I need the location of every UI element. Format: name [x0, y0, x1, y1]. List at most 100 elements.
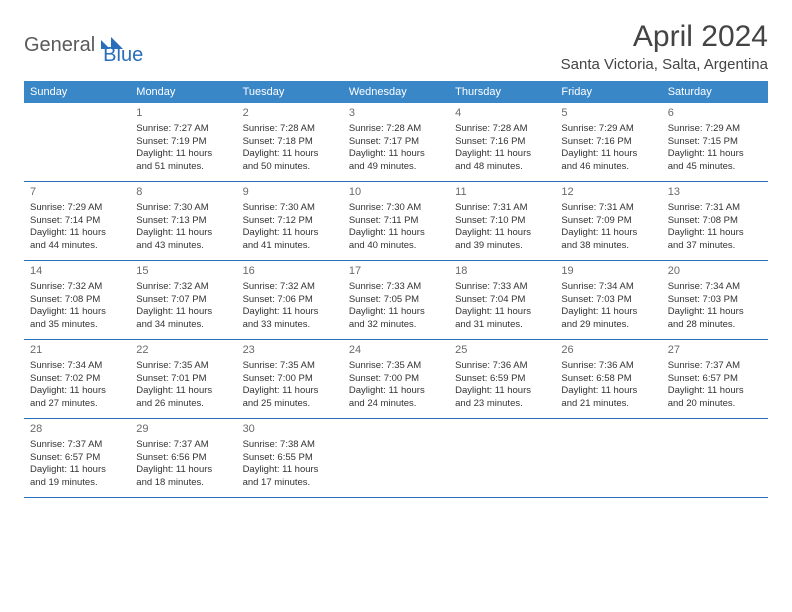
weekday-header-cell: Monday	[130, 81, 236, 103]
day-number: 2	[243, 106, 337, 121]
day-info: Sunrise: 7:38 AMSunset: 6:55 PMDaylight:…	[243, 439, 337, 490]
week-row: 1Sunrise: 7:27 AMSunset: 7:19 PMDaylight…	[24, 103, 768, 182]
header: General Blue April 2024 Santa Victoria, …	[24, 20, 768, 73]
day-info: Sunrise: 7:28 AMSunset: 7:18 PMDaylight:…	[243, 123, 337, 174]
day-number: 28	[30, 422, 124, 437]
day-cell	[24, 103, 130, 181]
day-info: Sunrise: 7:35 AMSunset: 7:01 PMDaylight:…	[136, 360, 230, 411]
day-number: 12	[561, 185, 655, 200]
day-info: Sunrise: 7:28 AMSunset: 7:17 PMDaylight:…	[349, 123, 443, 174]
day-info: Sunrise: 7:31 AMSunset: 7:08 PMDaylight:…	[668, 202, 762, 253]
day-info: Sunrise: 7:29 AMSunset: 7:15 PMDaylight:…	[668, 123, 762, 174]
weekday-header-cell: Wednesday	[343, 81, 449, 103]
logo: General Blue	[24, 20, 141, 67]
day-number: 17	[349, 264, 443, 279]
day-cell: 28 Sunrise: 7:37 AMSunset: 6:57 PMDayligh…	[24, 419, 130, 497]
day-cell: 10Sunrise: 7:30 AMSunset: 7:11 PMDayligh…	[343, 182, 449, 260]
title-block: April 2024 Santa Victoria, Salta, Argent…	[561, 20, 768, 73]
day-info: Sunrise: 7:30 AMSunset: 7:13 PMDaylight:…	[136, 202, 230, 253]
day-cell: 9 Sunrise: 7:30 AMSunset: 7:12 PMDaylight…	[237, 182, 343, 260]
day-cell: 25Sunrise: 7:36 AMSunset: 6:59 PMDayligh…	[449, 340, 555, 418]
day-cell: 14 Sunrise: 7:32 AMSunset: 7:08 PMDayligh…	[24, 261, 130, 339]
day-number: 20	[668, 264, 762, 279]
day-cell: 21 Sunrise: 7:34 AMSunset: 7:02 PMDayligh…	[24, 340, 130, 418]
day-cell: 2 Sunrise: 7:28 AMSunset: 7:18 PMDaylight…	[237, 103, 343, 181]
day-cell: 3 Sunrise: 7:28 AMSunset: 7:17 PMDaylight…	[343, 103, 449, 181]
weekday-header-cell: Saturday	[662, 81, 768, 103]
day-number: 15	[136, 264, 230, 279]
day-cell: 20Sunrise: 7:34 AMSunset: 7:03 PMDayligh…	[662, 261, 768, 339]
week-row: 7 Sunrise: 7:29 AMSunset: 7:14 PMDaylight…	[24, 182, 768, 261]
day-number: 3	[349, 106, 443, 121]
logo-text-blue: Blue	[103, 44, 143, 67]
day-number: 14	[30, 264, 124, 279]
day-cell: 18 Sunrise: 7:33 AMSunset: 7:04 PMDayligh…	[449, 261, 555, 339]
day-cell: 12Sunrise: 7:31 AMSunset: 7:09 PMDayligh…	[555, 182, 661, 260]
day-cell: 27 Sunrise: 7:37 AMSunset: 6:57 PMDayligh…	[662, 340, 768, 418]
day-info: Sunrise: 7:29 AMSunset: 7:16 PMDaylight:…	[561, 123, 655, 174]
day-cell: 6Sunrise: 7:29 AMSunset: 7:15 PMDaylight…	[662, 103, 768, 181]
day-number: 11	[455, 185, 549, 200]
day-info: Sunrise: 7:34 AMSunset: 7:02 PMDaylight:…	[30, 360, 124, 411]
day-number: 21	[30, 343, 124, 358]
day-info: Sunrise: 7:37 AMSunset: 6:57 PMDaylight:…	[668, 360, 762, 411]
day-info: Sunrise: 7:32 AMSunset: 7:07 PMDaylight:…	[136, 281, 230, 332]
day-cell: 19Sunrise: 7:34 AMSunset: 7:03 PMDayligh…	[555, 261, 661, 339]
weeks-container: 1Sunrise: 7:27 AMSunset: 7:19 PMDaylight…	[24, 103, 768, 498]
weekday-header-cell: Sunday	[24, 81, 130, 103]
day-cell: 4Sunrise: 7:28 AMSunset: 7:16 PMDaylight…	[449, 103, 555, 181]
day-info: Sunrise: 7:36 AMSunset: 6:58 PMDaylight:…	[561, 360, 655, 411]
day-info: Sunrise: 7:30 AMSunset: 7:12 PMDaylight:…	[243, 202, 337, 253]
day-number: 7	[30, 185, 124, 200]
day-number: 13	[668, 185, 762, 200]
day-cell: 30 Sunrise: 7:38 AMSunset: 6:55 PMDayligh…	[237, 419, 343, 497]
week-row: 28 Sunrise: 7:37 AMSunset: 6:57 PMDayligh…	[24, 419, 768, 498]
day-number: 8	[136, 185, 230, 200]
day-info: Sunrise: 7:33 AMSunset: 7:04 PMDaylight:…	[455, 281, 549, 332]
day-info: Sunrise: 7:29 AMSunset: 7:14 PMDaylight:…	[30, 202, 124, 253]
day-cell	[449, 419, 555, 497]
day-cell: 11 Sunrise: 7:31 AMSunset: 7:10 PMDayligh…	[449, 182, 555, 260]
day-info: Sunrise: 7:31 AMSunset: 7:10 PMDaylight:…	[455, 202, 549, 253]
weekday-header-row: SundayMondayTuesdayWednesdayThursdayFrid…	[24, 81, 768, 103]
day-number: 30	[243, 422, 337, 437]
weekday-header-cell: Thursday	[449, 81, 555, 103]
day-info: Sunrise: 7:28 AMSunset: 7:16 PMDaylight:…	[455, 123, 549, 174]
day-cell: 15 Sunrise: 7:32 AMSunset: 7:07 PMDayligh…	[130, 261, 236, 339]
day-number: 16	[243, 264, 337, 279]
weekday-header-cell: Tuesday	[237, 81, 343, 103]
day-info: Sunrise: 7:35 AMSunset: 7:00 PMDaylight:…	[243, 360, 337, 411]
day-cell: 24Sunrise: 7:35 AMSunset: 7:00 PMDayligh…	[343, 340, 449, 418]
week-row: 14 Sunrise: 7:32 AMSunset: 7:08 PMDayligh…	[24, 261, 768, 340]
page-title: April 2024	[561, 20, 768, 54]
day-number: 29	[136, 422, 230, 437]
day-number: 19	[561, 264, 655, 279]
weekday-header-cell: Friday	[555, 81, 661, 103]
day-number: 22	[136, 343, 230, 358]
day-cell: 16 Sunrise: 7:32 AMSunset: 7:06 PMDayligh…	[237, 261, 343, 339]
day-info: Sunrise: 7:32 AMSunset: 7:08 PMDaylight:…	[30, 281, 124, 332]
day-number: 9	[243, 185, 337, 200]
day-cell: 26Sunrise: 7:36 AMSunset: 6:58 PMDayligh…	[555, 340, 661, 418]
day-info: Sunrise: 7:36 AMSunset: 6:59 PMDaylight:…	[455, 360, 549, 411]
day-cell: 17 Sunrise: 7:33 AMSunset: 7:05 PMDayligh…	[343, 261, 449, 339]
day-cell: 22 Sunrise: 7:35 AMSunset: 7:01 PMDayligh…	[130, 340, 236, 418]
day-info: Sunrise: 7:37 AMSunset: 6:57 PMDaylight:…	[30, 439, 124, 490]
logo-text-general: General	[24, 34, 95, 57]
day-cell	[555, 419, 661, 497]
day-number: 24	[349, 343, 443, 358]
day-number: 27	[668, 343, 762, 358]
day-cell: 13 Sunrise: 7:31 AMSunset: 7:08 PMDayligh…	[662, 182, 768, 260]
day-info: Sunrise: 7:30 AMSunset: 7:11 PMDaylight:…	[349, 202, 443, 253]
day-info: Sunrise: 7:27 AMSunset: 7:19 PMDaylight:…	[136, 123, 230, 174]
day-info: Sunrise: 7:32 AMSunset: 7:06 PMDaylight:…	[243, 281, 337, 332]
location-label: Santa Victoria, Salta, Argentina	[561, 56, 768, 73]
day-cell	[662, 419, 768, 497]
day-info: Sunrise: 7:33 AMSunset: 7:05 PMDaylight:…	[349, 281, 443, 332]
day-cell: 1Sunrise: 7:27 AMSunset: 7:19 PMDaylight…	[130, 103, 236, 181]
day-number: 23	[243, 343, 337, 358]
day-info: Sunrise: 7:37 AMSunset: 6:56 PMDaylight:…	[136, 439, 230, 490]
day-number: 18	[455, 264, 549, 279]
day-number: 5	[561, 106, 655, 121]
day-cell: 23 Sunrise: 7:35 AMSunset: 7:00 PMDayligh…	[237, 340, 343, 418]
